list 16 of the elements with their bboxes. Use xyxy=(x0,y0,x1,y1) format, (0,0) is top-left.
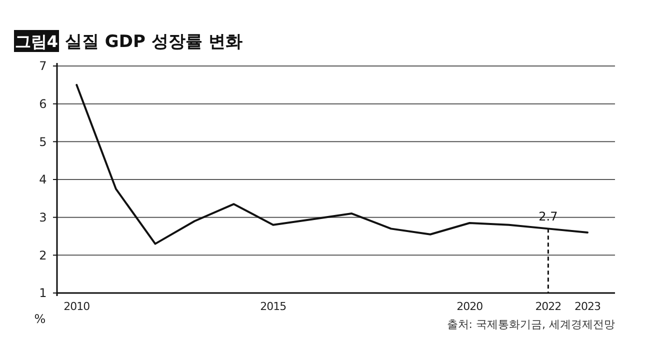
source-note: 출처: 국제통화기금, 세계경제전망 xyxy=(446,318,615,331)
x-tick-label: 2010 xyxy=(64,300,90,313)
x-tick-label: 2023 xyxy=(574,300,601,313)
y-tick-label: 7 xyxy=(39,59,47,74)
y-tick-label: 2 xyxy=(39,248,47,262)
x-tick-label: 2015 xyxy=(260,300,287,313)
chart-title: 그림4 실질 GDP 성장률 변화 xyxy=(14,32,242,52)
y-tick-label: 5 xyxy=(39,134,47,149)
line-series xyxy=(76,84,588,245)
y-tick-label: 3 xyxy=(39,210,47,225)
y-axis-title: % xyxy=(34,312,46,326)
y-tick-label: 1 xyxy=(39,286,47,300)
y-tick-label: 4 xyxy=(39,172,47,187)
y-tick-label: 6 xyxy=(39,97,47,112)
x-tick-label: 2020 xyxy=(456,300,484,313)
x-tick-label: 2022 xyxy=(535,300,562,313)
